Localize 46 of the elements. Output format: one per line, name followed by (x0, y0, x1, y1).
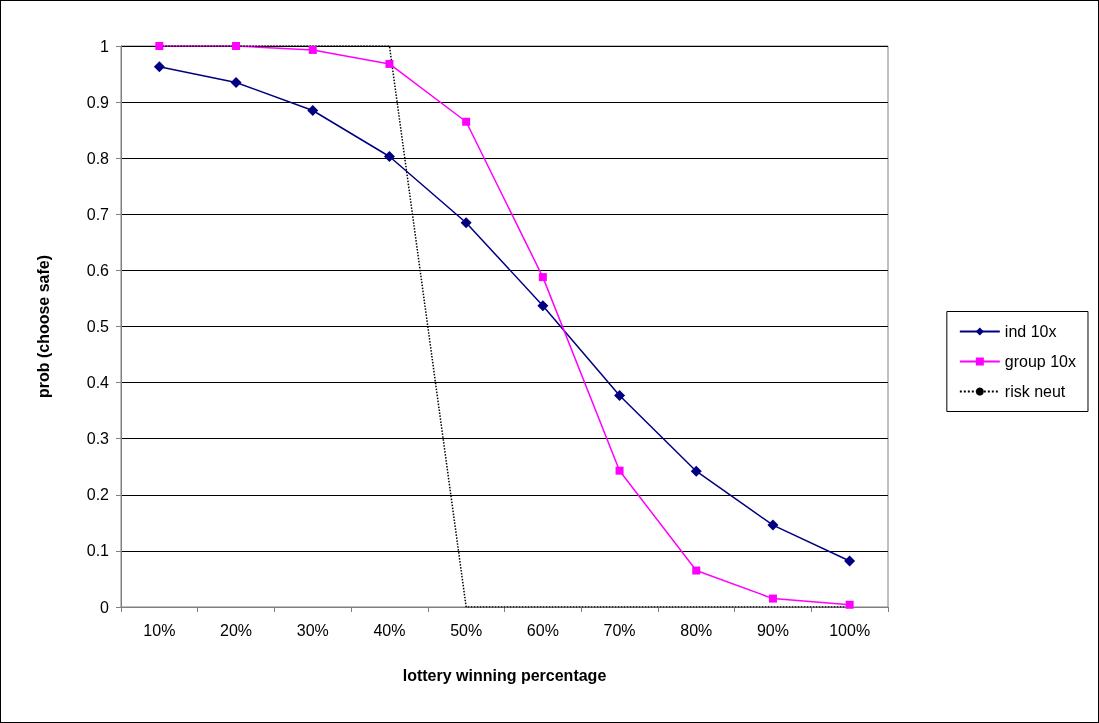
y-tick-label: 0.4 (86, 374, 110, 392)
point (308, 45, 317, 54)
point (690, 465, 702, 477)
point (153, 61, 165, 73)
y-tick-label: 0.5 (86, 318, 110, 335)
x-tick-label: 60% (526, 621, 559, 639)
point (155, 42, 164, 50)
point (538, 273, 547, 282)
y-tick-label: 0.6 (86, 261, 110, 279)
y-axis-title: prob (choose safe) (34, 254, 52, 399)
x-tick-label: 70% (603, 621, 636, 639)
x-tick-label: 90% (756, 621, 789, 639)
legend-label: risk neut (1004, 383, 1066, 400)
point (307, 105, 319, 117)
y-tick-label: 0.1 (86, 542, 110, 560)
x-tick-label: 40% (373, 621, 406, 639)
point (845, 600, 854, 609)
y-tick-label: 0.7 (86, 205, 110, 223)
point (230, 76, 242, 88)
legend-label: ind 10x (1004, 323, 1057, 340)
y-tick-label: 0.2 (86, 486, 110, 504)
x-tick-label: 50% (450, 621, 483, 639)
point (460, 217, 472, 229)
point (232, 42, 241, 50)
x-tick-label: 10% (143, 621, 176, 639)
point (767, 519, 779, 531)
point (614, 390, 626, 401)
point (844, 555, 856, 567)
point (768, 594, 777, 603)
point (537, 300, 549, 312)
x-tick-label: 30% (296, 621, 329, 639)
y-tick-label: 0 (100, 598, 110, 616)
y-tick-label: 0.8 (86, 149, 110, 167)
legend-label: group 10x (1004, 353, 1077, 370)
point (462, 117, 471, 126)
point (615, 466, 624, 475)
point (383, 151, 395, 163)
x-axis-title: lottery winning percentage (402, 666, 607, 684)
y-tick-label: 1 (100, 37, 110, 55)
x-tick-label: 100% (829, 621, 871, 639)
y-tick-label: 0.9 (86, 93, 110, 111)
x-tick-label: 20% (220, 621, 253, 639)
x-tick-label: 80% (680, 621, 713, 639)
y-tick-label: 0.3 (86, 430, 110, 448)
point (692, 566, 701, 575)
point (385, 59, 394, 68)
